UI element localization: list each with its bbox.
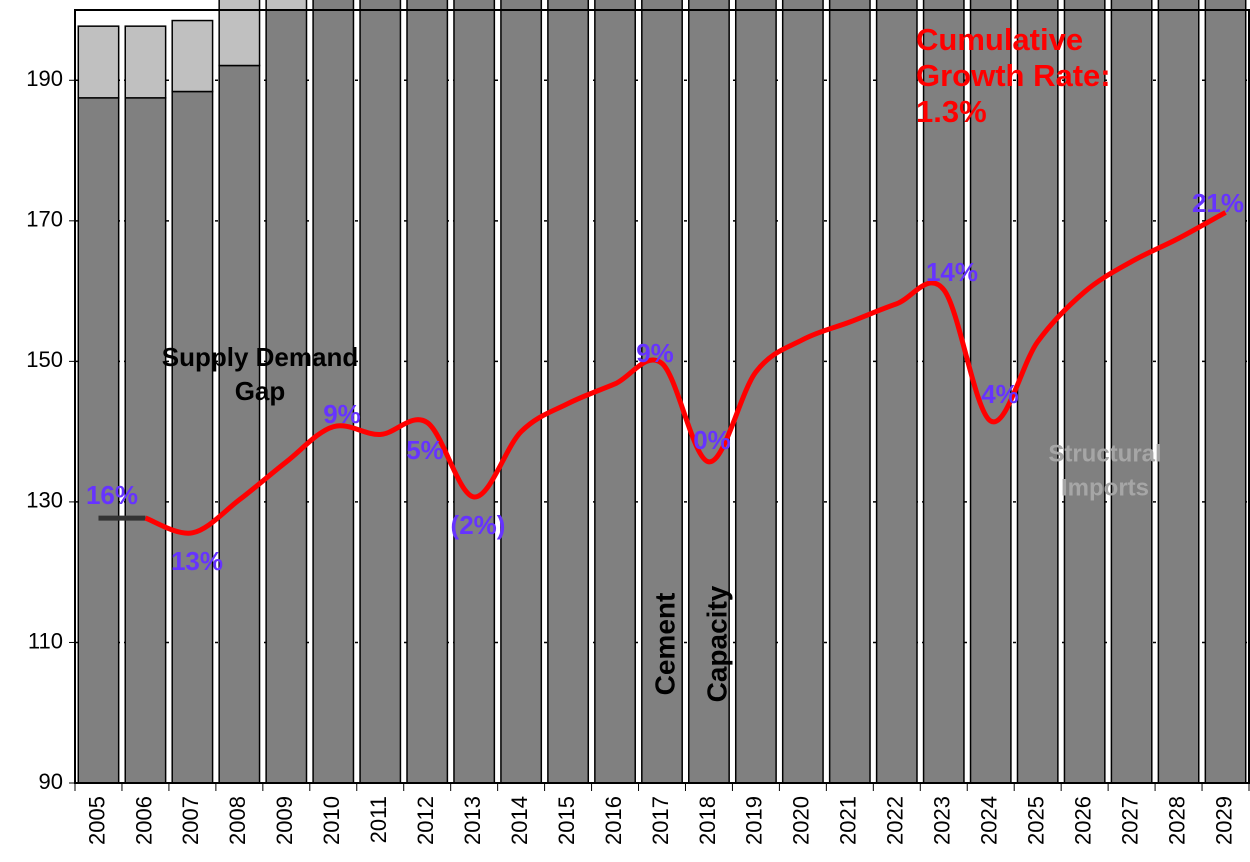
annotation-text: Supply Demand	[162, 342, 358, 372]
bar-segment	[1016, 0, 1059, 784]
bar-segment	[124, 25, 167, 99]
growth-label: 21%	[1192, 188, 1244, 218]
bar-segment	[1157, 0, 1200, 784]
growth-label: 4%	[981, 379, 1019, 409]
plot-frame	[74, 9, 1250, 784]
annotation-text: Cement	[649, 593, 680, 696]
x-tick-label: 2012	[413, 796, 438, 845]
x-tick-label: 2006	[131, 796, 156, 845]
x-tick-label: 2016	[601, 796, 626, 845]
x-tick-label: 2015	[554, 796, 579, 845]
growth-label: 16%	[86, 480, 138, 510]
bar-segment	[265, 0, 308, 11]
x-tick-label: 2014	[507, 796, 532, 845]
bar-segment	[171, 19, 214, 93]
y-tick-label: 130	[26, 488, 63, 513]
bar-segment	[688, 0, 730, 784]
demand-line	[144, 210, 1227, 536]
x-tick-label: 2005	[84, 796, 109, 845]
bar-segment	[171, 90, 214, 784]
x-tick-label: 2018	[695, 796, 720, 845]
growth-label: 5%	[406, 435, 444, 465]
x-tick-label: 2024	[977, 796, 1002, 845]
annotation: Structural Imports	[1048, 440, 1161, 501]
x-tick-label: 2028	[1164, 796, 1189, 845]
bar-segment	[359, 0, 402, 784]
annotation-text: Structural	[1048, 440, 1161, 467]
annotation: Supply Demand Gap	[162, 342, 358, 406]
x-tick-label: 2027	[1117, 796, 1142, 845]
x-tick-label: 2019	[742, 796, 767, 845]
bar-segment	[875, 0, 918, 784]
annotation-text: Growth Rate:	[916, 58, 1111, 93]
x-tick-label: 2009	[272, 796, 297, 845]
bar-segment	[922, 0, 965, 784]
x-tick-label: 2022	[883, 796, 908, 845]
bar-segment	[1204, 0, 1247, 784]
x-tick-label: 2023	[930, 796, 955, 845]
growth-label: 13%	[171, 546, 223, 576]
x-tick-label: 2013	[460, 796, 485, 845]
annotation: Cement Capacity	[649, 585, 732, 702]
bar-segment	[77, 97, 120, 784]
x-tick-label: 2029	[1211, 796, 1236, 845]
annotation-text: Gap	[235, 376, 286, 406]
x-tick-label: 2020	[789, 796, 814, 845]
bar-segment	[453, 0, 496, 784]
bar-segment	[734, 0, 777, 784]
bar-segment	[781, 0, 824, 784]
growth-label: 0%	[693, 425, 731, 455]
x-tick-label: 2021	[836, 796, 861, 845]
x-tick-label: 2025	[1023, 796, 1048, 845]
y-tick-label: 90	[39, 769, 63, 794]
x-tick-label: 2008	[225, 796, 250, 845]
x-tick-label: 2011	[366, 796, 391, 843]
growth-label: 14%	[926, 257, 978, 287]
annotation-text: Capacity	[701, 585, 732, 702]
bar-segment	[828, 0, 871, 784]
annotation-text: 1.3%	[916, 94, 987, 129]
growth-label: 9%	[636, 338, 674, 368]
annotation-text: Cumulative	[916, 22, 1083, 57]
y-tick-label: 190	[26, 66, 63, 91]
x-tick-label: 2017	[648, 796, 673, 845]
bar-segment	[124, 97, 167, 784]
bar-segment	[312, 0, 355, 784]
y-tick-label: 150	[26, 347, 63, 372]
y-tick-label: 110	[28, 628, 63, 653]
growth-label: 9%	[323, 399, 361, 429]
growth-label: (2%)	[451, 510, 506, 540]
bar-segment	[1110, 0, 1153, 784]
bar-segment	[265, 9, 308, 784]
bar-segment	[547, 0, 590, 784]
x-tick-label: 2007	[178, 796, 203, 845]
y-tick-label: 170	[26, 207, 63, 232]
bar-segment	[218, 64, 261, 784]
bar-segment	[500, 0, 543, 784]
bar-segment	[1063, 0, 1106, 784]
annotation-text: Imports	[1061, 474, 1149, 501]
bar-segment	[77, 25, 120, 99]
bar-segment	[406, 0, 449, 784]
x-tick-label: 2026	[1070, 796, 1095, 845]
x-tick-label: 2010	[319, 796, 344, 845]
